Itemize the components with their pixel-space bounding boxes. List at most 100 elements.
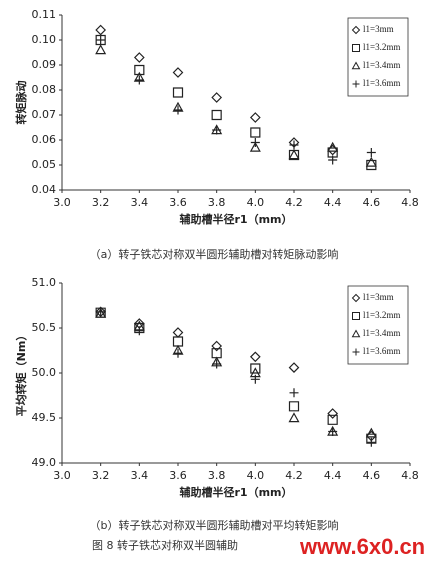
- legend-label: l1=3.4mm: [363, 60, 400, 70]
- point: [327, 141, 339, 152]
- point: [211, 340, 223, 352]
- legend-marker: [352, 348, 360, 356]
- x-tick-label: 4.8: [401, 469, 419, 482]
- caption-b: （b）转子铁芯对称双半圆形辅助槽对平均转矩影响: [90, 518, 339, 532]
- y-tick-label: 0.10: [32, 33, 57, 46]
- legend-label: l1=3.2mm: [363, 42, 400, 52]
- y-tick-label: 50.0: [32, 366, 57, 379]
- point: [96, 35, 106, 45]
- point: [250, 374, 260, 384]
- legend-label: l1=3mm: [363, 292, 394, 302]
- point: [172, 67, 184, 78]
- x-tick-label: 3.8: [208, 196, 226, 209]
- legend-marker: [351, 329, 361, 338]
- point: [327, 408, 339, 419]
- x-tick-label: 3.2: [92, 196, 110, 209]
- point: [134, 326, 144, 336]
- point: [173, 348, 183, 358]
- legend-label: l1=3.6mm: [363, 78, 400, 88]
- x-tick-label: 3.6: [169, 469, 187, 482]
- x-tick-label: 4.6: [363, 196, 381, 209]
- legend-label: l1=3.6mm: [363, 346, 400, 356]
- point: [250, 138, 260, 147]
- point: [366, 433, 377, 444]
- y-tick-label: 0.09: [32, 58, 57, 71]
- point: [212, 125, 222, 135]
- x-tick-label: 4.2: [285, 469, 303, 482]
- y-tick-label: 0.04: [32, 183, 57, 196]
- x-tick-label: 3.4: [131, 469, 149, 482]
- point: [289, 140, 299, 150]
- caption-a: （a）转子铁芯对称双半圆形辅助槽对转矩脉动影响: [90, 247, 339, 261]
- point: [327, 414, 338, 425]
- legend-marker: [352, 312, 360, 320]
- x-tick-label: 4.6: [363, 469, 381, 482]
- point: [134, 64, 145, 76]
- x-tick-label: 4.0: [247, 196, 265, 209]
- point: [249, 141, 261, 152]
- point: [328, 427, 338, 436]
- legend-label: l1=3.4mm: [363, 328, 400, 338]
- x-tick-label: 3.6: [169, 196, 187, 209]
- point: [365, 156, 377, 167]
- y-tick-label: 0.05: [32, 158, 57, 171]
- legend-marker: [351, 61, 361, 70]
- legend-marker: [351, 293, 361, 303]
- point: [96, 307, 106, 317]
- y-axis-label: 转矩脉动: [14, 81, 28, 125]
- x-tick-label: 3.4: [131, 196, 149, 209]
- y-tick-label: 50.5: [32, 321, 57, 334]
- x-tick-label: 3.8: [208, 469, 226, 482]
- point: [172, 327, 184, 338]
- point: [328, 155, 338, 165]
- x-tick-label: 4.2: [285, 196, 303, 209]
- legend-label: l1=3mm: [363, 24, 394, 34]
- y-tick-label: 51.0: [32, 276, 57, 289]
- y-tick-label: 0.06: [32, 133, 57, 146]
- legend-box: [347, 17, 409, 97]
- x-tick-label: 4.4: [324, 469, 342, 482]
- point: [288, 401, 300, 412]
- point: [288, 149, 300, 160]
- x-axis-label: 辅助槽半径r1（mm）: [179, 212, 292, 226]
- point: [288, 362, 300, 373]
- y-tick-label: 49.0: [32, 456, 57, 469]
- point: [365, 427, 377, 438]
- x-tick-label: 4.8: [401, 196, 419, 209]
- point: [288, 412, 300, 423]
- point: [95, 44, 107, 55]
- y-axis-label: 平均转矩（Nm）: [14, 330, 28, 417]
- point: [249, 112, 261, 123]
- point: [250, 363, 261, 374]
- chart: 3.0 3.2 3.4 3.6 3.8 4.0 4.2 4.4 4.6 4.8 49.0 49.5 50…: [14, 276, 419, 499]
- y-tick-label: 49.5: [32, 411, 57, 424]
- point: [134, 75, 144, 85]
- point: [250, 127, 261, 138]
- point: [249, 351, 261, 363]
- chart: 3.0 3.2 3.4 3.6 3.8 4.0 4.2 4.4 4.6 4.8 0.04 0.05 0.…: [14, 8, 419, 226]
- point: [95, 24, 107, 36]
- point: [172, 336, 184, 347]
- x-tick-label: 3.0: [53, 196, 71, 209]
- y-tick-label: 0.08: [32, 83, 57, 96]
- x-tick-label: 3.2: [92, 469, 110, 482]
- point: [95, 307, 107, 318]
- watermark: www.6x0.cn: [299, 534, 425, 559]
- x-tick-label: 4.4: [324, 196, 342, 209]
- point: [211, 92, 223, 103]
- point: [211, 348, 222, 359]
- point: [173, 105, 183, 115]
- point: [288, 149, 300, 161]
- point: [366, 148, 376, 157]
- point: [327, 147, 338, 158]
- legend-label: l1=3.2mm: [363, 310, 400, 320]
- x-tick-label: 4.0: [247, 469, 265, 482]
- legend-marker: [352, 80, 360, 88]
- point: [327, 144, 339, 156]
- point: [172, 87, 184, 98]
- x-tick-label: 3.0: [53, 469, 71, 482]
- point: [212, 359, 222, 369]
- y-tick-label: 0.11: [32, 8, 57, 21]
